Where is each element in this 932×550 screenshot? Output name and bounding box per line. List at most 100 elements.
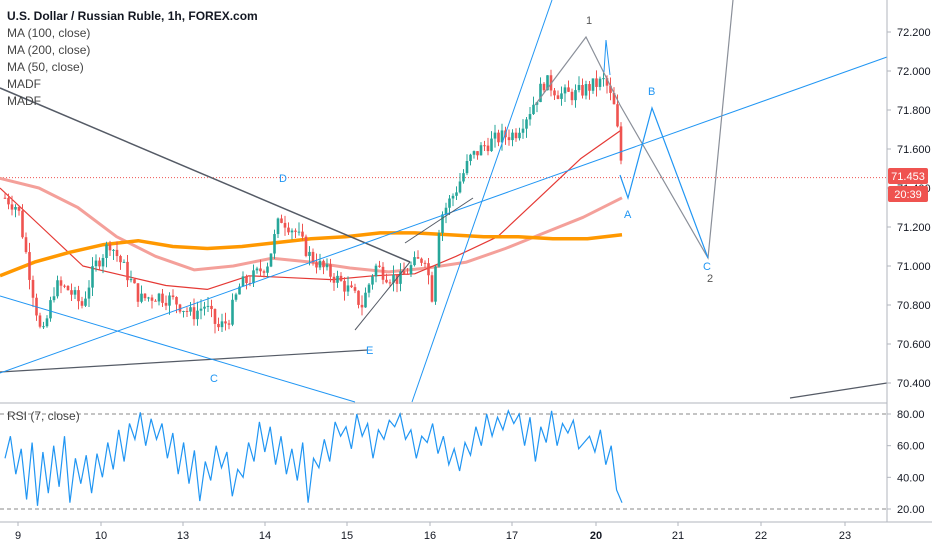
indicator-madf-1: MADF: [7, 77, 41, 91]
candle-body: [157, 293, 161, 302]
candle-body: [329, 264, 332, 277]
candle-body: [535, 102, 539, 105]
candle-body: [182, 310, 185, 312]
grey-trendline-upper: [0, 87, 411, 263]
candle-body: [444, 207, 448, 215]
time-tick-label: 10: [95, 530, 107, 542]
last-price-badge: 71.453: [888, 168, 928, 184]
candle-body: [434, 266, 437, 302]
candle-body: [507, 137, 511, 141]
candle-body: [546, 75, 549, 91]
point-E-label: E: [366, 345, 373, 357]
candle-body: [21, 210, 24, 238]
candle-body: [388, 282, 392, 284]
candle-body: [129, 279, 133, 281]
candle-body: [364, 292, 367, 308]
price-tick-label: 70.600: [897, 339, 931, 351]
candle-body: [224, 321, 227, 324]
candle-body: [437, 233, 441, 267]
candle-body: [325, 264, 329, 268]
candle-body: [164, 302, 168, 306]
moving-averages: [0, 129, 623, 290]
candle-body: [87, 287, 91, 299]
candle-body: [591, 78, 595, 91]
candle-body: [315, 262, 318, 268]
candle-body: [203, 306, 206, 309]
candle-body: [31, 279, 35, 298]
candle-body: [374, 265, 378, 277]
rsi-panel: [0, 409, 887, 510]
time-tick-label: 13: [177, 530, 189, 542]
candle-body: [416, 257, 420, 259]
indicator-madf-2: MADF: [7, 94, 41, 108]
candle-body: [402, 271, 406, 275]
wave-B-label: B: [648, 86, 655, 98]
candle-body: [38, 315, 42, 327]
candle-body: [602, 78, 605, 80]
candle-body: [24, 237, 28, 253]
ma100-line: [0, 176, 623, 274]
candle-body: [616, 104, 619, 127]
rsi-legend: RSI (7, close): [7, 409, 80, 423]
time-tick-label: 16: [424, 530, 436, 542]
candle-body: [553, 90, 556, 96]
candle-body: [322, 260, 325, 268]
price-tick-label: 71.600: [897, 144, 931, 156]
candle-body: [339, 275, 343, 281]
candle-body: [462, 173, 465, 182]
candle-body: [126, 261, 129, 281]
candle-body: [63, 285, 66, 287]
candle-body: [66, 285, 70, 291]
candle-body: [371, 276, 374, 285]
indicator-ma200: MA (200, close): [7, 43, 91, 57]
candle-body: [210, 305, 213, 310]
candle-body: [290, 230, 294, 233]
candle-body: [500, 130, 504, 143]
candle-body: [154, 300, 157, 302]
candle-body: [542, 83, 546, 91]
rsi-tick-label: 20.00: [897, 504, 925, 516]
candle-body: [143, 293, 147, 299]
blue-spike: [603, 39, 611, 76]
candle-body: [175, 297, 178, 305]
candle-body: [213, 309, 217, 324]
candle-body: [514, 132, 518, 139]
candle-body: [392, 274, 395, 283]
indicator-ma100: MA (100, close): [7, 26, 91, 40]
wave-C-label: C: [703, 261, 711, 273]
candle-body: [336, 275, 339, 283]
candle-body: [360, 304, 364, 308]
candle-body: [185, 310, 189, 312]
candle-body: [308, 251, 311, 256]
price-tick-label: 71.000: [897, 261, 931, 273]
candle-body: [430, 275, 434, 302]
candle-body: [385, 279, 388, 283]
price-tick-label: 70.800: [897, 300, 931, 312]
grey-wave-short: [404, 197, 474, 244]
candle-body: [521, 128, 525, 133]
candle-body: [448, 198, 451, 208]
candle-body: [297, 231, 301, 233]
candle-body: [472, 151, 476, 155]
point-C-label: C: [210, 373, 218, 385]
candle-body: [206, 305, 210, 307]
countdown-badge: 20:39: [888, 186, 928, 202]
candle-body: [161, 293, 164, 303]
candle-body: [570, 91, 574, 101]
candle-body: [59, 280, 63, 286]
price-tick-label: 71.800: [897, 105, 931, 117]
candle-body: [406, 274, 409, 276]
blue-channel-line: [411, 0, 553, 403]
candle-body: [469, 154, 472, 162]
grey-trendline-right: [789, 382, 888, 399]
symbol-title: U.S. Dollar / Russian Ruble, 1h, FOREX.c…: [7, 9, 258, 23]
time-tick-label: 15: [341, 530, 353, 542]
price-tick-label: 71.200: [897, 222, 931, 234]
candle-body: [42, 326, 45, 328]
time-tick-label: 17: [506, 530, 518, 542]
candle-body: [98, 260, 101, 267]
time-tick-label: 22: [755, 530, 767, 542]
candle-body: [269, 253, 273, 267]
candle-body: [112, 249, 115, 251]
candle-body: [332, 276, 336, 283]
